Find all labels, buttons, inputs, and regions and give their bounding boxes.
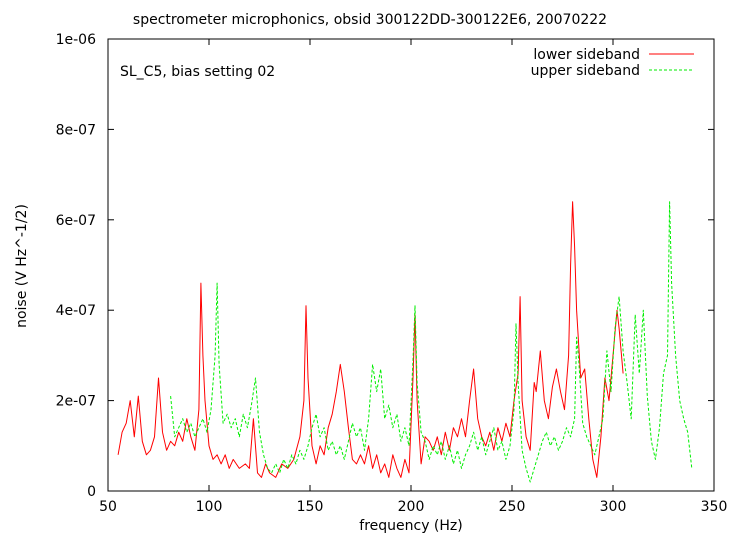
- y-tick-label: 8e-07: [56, 122, 96, 138]
- x-tick-label: 350: [701, 499, 728, 515]
- y-tick-label: 6e-07: [56, 213, 96, 229]
- y-tick-label: 1e-06: [56, 32, 96, 48]
- x-tick-label: 150: [297, 499, 324, 515]
- x-tick-label: 300: [600, 499, 627, 515]
- y-axis-label: noise (V Hz^-1/2): [14, 204, 30, 328]
- series-line-1: [170, 201, 693, 483]
- x-tick-label: 50: [99, 499, 117, 515]
- series-line-0: [117, 201, 624, 478]
- x-axis-label: frequency (Hz): [359, 518, 462, 534]
- x-tick-label: 200: [398, 499, 425, 515]
- y-tick-label: 2e-07: [56, 394, 96, 410]
- legend-label: upper sideband: [531, 63, 640, 79]
- y-tick-label: 0: [87, 484, 96, 500]
- axis-ticks: 50 100 150 200 250 300 350 0 2e-07 4e-07 6e-07 8e-0…: [56, 32, 728, 515]
- legend-label: lower sideband: [533, 47, 640, 63]
- y-tick-label: 4e-07: [56, 303, 96, 319]
- chart-annotation: SL_C5, bias setting 02: [120, 64, 275, 80]
- series-layer: [117, 201, 693, 483]
- x-tick-label: 250: [499, 499, 526, 515]
- chart-title: spectrometer microphonics, obsid 300122D…: [133, 12, 607, 28]
- x-tick-label: 100: [196, 499, 223, 515]
